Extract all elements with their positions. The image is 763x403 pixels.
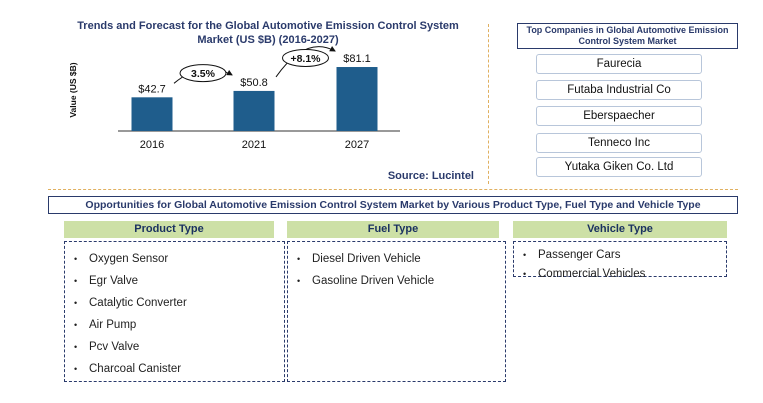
chart-title: Trends and Forecast for the Global Autom… bbox=[77, 20, 459, 46]
data-label-2021: $50.8 bbox=[240, 77, 268, 89]
column-heading-vehicle-type: Vehicle Type bbox=[513, 221, 727, 238]
vertical-divider bbox=[488, 24, 489, 184]
fuel-type-list: • Diesel Driven Vehicle • Gasoline Driven … bbox=[287, 241, 506, 382]
list-item: • Charcoal Canister bbox=[74, 363, 182, 375]
column-heading-fuel-type: Fuel Type bbox=[287, 221, 499, 238]
bar-2027 bbox=[336, 67, 378, 131]
source-label: Source: Lucintel bbox=[387, 170, 474, 182]
cagr-label: 3.5% bbox=[191, 68, 216, 80]
opportunities-title: Opportunities for Global Automotive Emis… bbox=[48, 196, 738, 214]
bar-chart: Value (US $B) $42.7 2016 $50.8 2021 $81.1 202… bbox=[68, 46, 400, 151]
column-heading-product-type: Product Type bbox=[64, 221, 274, 238]
list-item: • Commercial Vehicles bbox=[523, 268, 646, 280]
list-item-label: Egr Valve bbox=[89, 275, 139, 287]
cagr-badge bbox=[282, 48, 329, 67]
list-item: • Diesel Driven Vehicle bbox=[297, 253, 421, 265]
list-item-label: Catalytic Converter bbox=[89, 297, 187, 309]
cagr-badge bbox=[179, 64, 227, 83]
list-item-label: Passenger Cars bbox=[538, 249, 621, 261]
x-tick-label-2021: 2021 bbox=[242, 139, 266, 151]
list-item-label: Charcoal Canister bbox=[89, 363, 182, 375]
list-item: • Egr Valve bbox=[74, 275, 139, 287]
list-item-label: Air Pump bbox=[89, 319, 137, 331]
company-item: Yutaka Giken Co. Ltd bbox=[536, 157, 702, 177]
companies-title: Top Companies in Global Automotive Emiss… bbox=[517, 23, 738, 49]
data-label-2027: $81.1 bbox=[343, 53, 371, 65]
company-item: Eberspaecher bbox=[536, 106, 702, 126]
company-item: Futaba Industrial Co bbox=[536, 80, 702, 100]
list-item: • Air Pump bbox=[74, 319, 137, 331]
list-item-label: Gasoline Driven Vehicle bbox=[312, 275, 435, 287]
product-type-list: • Oxygen Sensor • Egr Valve • Catalytic Con… bbox=[64, 241, 285, 382]
list-item: • Pcv Valve bbox=[74, 341, 140, 353]
y-axis-label: Value (US $B) bbox=[68, 62, 78, 117]
list-item-label: Diesel Driven Vehicle bbox=[312, 253, 421, 265]
list-item-label: Oxygen Sensor bbox=[89, 253, 169, 265]
bar-2021 bbox=[233, 90, 275, 131]
list-item: • Passenger Cars bbox=[523, 249, 621, 261]
horizontal-divider bbox=[48, 189, 738, 190]
company-item: Faurecia bbox=[536, 54, 702, 74]
vehicle-type-list: • Passenger Cars • Commercial Vehicles bbox=[513, 241, 727, 280]
data-label-2016: $42.7 bbox=[138, 83, 166, 95]
x-tick-label-2016: 2016 bbox=[140, 139, 164, 151]
x-tick-label-2027: 2027 bbox=[345, 139, 369, 151]
cagr-label: +8.1% bbox=[290, 53, 321, 65]
company-item: Tenneco Inc bbox=[536, 133, 702, 153]
list-item: • Oxygen Sensor bbox=[74, 253, 169, 265]
list-item: • Catalytic Converter bbox=[74, 297, 187, 309]
list-item-label: Commercial Vehicles bbox=[538, 268, 646, 280]
bar-2016 bbox=[131, 97, 173, 131]
list-item-label: Pcv Valve bbox=[89, 341, 140, 353]
list-item: • Gasoline Driven Vehicle bbox=[297, 275, 435, 287]
